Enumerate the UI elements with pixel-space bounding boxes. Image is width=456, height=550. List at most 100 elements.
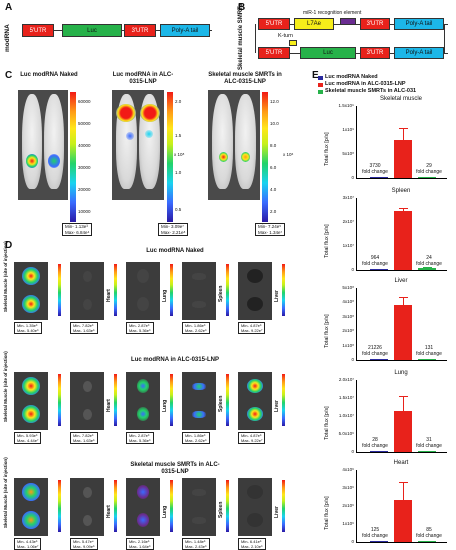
e-ytick-1-1: 2x10⁷ xyxy=(342,219,354,224)
smrt-side-label: Skeletal muscle SMRTs xyxy=(238,3,244,70)
c-title-2: Luc modRNA in ALC-0315-LNP xyxy=(112,72,174,85)
b2-polya-box: Poly-A tail xyxy=(394,47,444,59)
c3-minmax: Min- 7.24e⁵ Max- 1.34e⁷ xyxy=(255,223,286,236)
organ-image-2-0 xyxy=(14,478,48,536)
organ-label-1-3: Spleen xyxy=(218,395,224,412)
c-title-3: Skeletal muscle SMRTs in ALC-0315-LNP xyxy=(208,72,282,85)
e-errorcap-1-1 xyxy=(399,207,408,209)
organ-minmax-0-3: Min- 1.86e⁶ Max- 2.62e⁶ xyxy=(182,322,210,334)
organ-image-0-0 xyxy=(14,262,48,320)
organ-colorbar-0-4 xyxy=(282,264,285,316)
e-chart-title-2: Liver xyxy=(394,278,408,284)
organ-image-0-4 xyxy=(238,262,272,320)
c-title-1: Luc modRNA Naked xyxy=(20,72,78,78)
organ-minmax-1-0: Min- 5.93e⁶ Max- 4.44e⁷ xyxy=(14,432,42,444)
b2-luc-box: Luc xyxy=(300,47,356,59)
organ-image-2-3 xyxy=(182,478,216,536)
c1-minmax: Min- 1.13e³ Max- 6.84e⁴ xyxy=(62,223,93,236)
organ-image-1-0 xyxy=(14,372,48,430)
e-errorcap-4-1 xyxy=(399,481,408,483)
b2-utr5-box: 5'UTR xyxy=(258,47,290,59)
b2-utr3-box: 3'UTR xyxy=(360,47,390,59)
c1-tick-0: 60000 xyxy=(78,99,91,104)
organ-minmax-2-4: Min- 6.41e⁵ Max- 2.10e⁶ xyxy=(238,538,266,550)
e-bar-1-1 xyxy=(394,211,412,270)
c2-tick-1: 1.5 xyxy=(175,133,182,138)
organ-label-0-4: Liver xyxy=(274,290,280,302)
organ-colorbar-2-3 xyxy=(226,480,229,532)
panel-label-a: A xyxy=(5,2,13,13)
e-errorbar-2-1 xyxy=(403,296,404,306)
e-foldchange-3-1: 31 fold change xyxy=(416,437,442,449)
e-bar-3-0 xyxy=(370,450,388,452)
b-polya-box: Poly-A tail xyxy=(394,18,444,30)
e-bar-1-2 xyxy=(418,267,436,270)
e-ytick-2-2: 3x10⁸ xyxy=(342,313,354,319)
e-errorcap-0-1 xyxy=(399,127,408,129)
c1-tick-3: 30000 xyxy=(78,165,91,170)
e-errorcap-2-1 xyxy=(399,296,408,298)
modrna-side-label: modRNA xyxy=(4,24,11,52)
d-group-title-0: Luc modRNA Naked xyxy=(146,248,204,254)
e-ytick-3-4: 0 xyxy=(351,449,354,454)
e-ytick-3-2: 1.0x10⁷ xyxy=(338,413,354,418)
colorbar-c2 xyxy=(167,92,173,222)
e-chart-axes-2 xyxy=(356,288,447,361)
organ-image-2-1 xyxy=(70,478,104,536)
organ-image-2-2 xyxy=(126,478,160,536)
d-group-title-2: Skeletal muscle SMRTs in ALC-0315-LNP xyxy=(130,462,220,475)
legend-smrt: Skeletal muscle SMRTs in ALC-031 xyxy=(325,88,417,94)
organ-minmax-2-1: Min- 5.47e⁴ Max- 9.09e⁵ xyxy=(70,538,98,550)
organ-minmax-0-4: Min- 4.87e⁶ Max- 9.22e⁷ xyxy=(238,322,266,334)
panel-label-c: C xyxy=(5,70,13,81)
mir-element-box xyxy=(340,18,356,25)
c2-minmax: Min- 3.09e⁷ Max- 2.21e⁸ xyxy=(158,223,189,236)
e-ytick-3-3: 5.0x10⁶ xyxy=(338,431,354,436)
e-ytick-4-3: 1x10⁶ xyxy=(342,521,354,526)
organ-label-0-3: Spleen xyxy=(218,285,224,302)
e-errorbar-3-1 xyxy=(403,396,404,411)
legend-swatch-smrt xyxy=(318,90,323,94)
utr5-box: 5'UTR xyxy=(22,24,54,37)
c3-tick-2: 8.0 xyxy=(270,143,277,148)
organ-colorbar-0-0 xyxy=(58,264,61,316)
e-chart-title-1: Spleen xyxy=(391,188,411,194)
c1-tick-4: 20000 xyxy=(78,187,91,192)
organ-minmax-2-3: Min- 1.48e⁵ Max- 2.43e⁶ xyxy=(182,538,210,550)
b-utr5-box: 5'UTR xyxy=(258,18,290,30)
e-foldchange-1-0: 964 fold change xyxy=(362,255,388,267)
panel-label-e: E xyxy=(312,70,319,81)
c3-tick-4: 4.0 xyxy=(270,187,277,192)
e-ytick-2-4: 1x10⁸ xyxy=(342,342,354,348)
organ-image-1-4 xyxy=(238,372,272,430)
organ-label-1-2: Lung xyxy=(162,399,168,412)
mouse-image-lnp xyxy=(112,90,164,200)
e-ylabel-1: Total flux [p/s] xyxy=(324,224,330,258)
e-chart-axes-1 xyxy=(356,198,447,271)
e-chart-axes-4 xyxy=(356,470,447,543)
c2-tick-2: 1.0 xyxy=(175,170,182,175)
e-chart-title-0: Skeletal muscle xyxy=(379,96,423,102)
organ-label-2-3: Spleen xyxy=(218,501,224,518)
organ-label-1-4: Liver xyxy=(274,400,280,412)
e-foldchange-0-0: 3730 fold change xyxy=(362,163,388,175)
legend-naked: Luc modRNA Naked xyxy=(325,74,378,80)
l7ae-box: L7Ae xyxy=(294,18,334,30)
e-ytick-1-3: 0 xyxy=(351,267,354,272)
e-foldchange-0-1: 29 fold change xyxy=(416,163,442,175)
c3-tick-0: 12.0 xyxy=(270,99,279,104)
e-bar-4-1 xyxy=(394,499,412,542)
b-utr3-box: 3'UTR xyxy=(360,18,390,30)
organ-colorbar-0-2 xyxy=(170,264,173,316)
colorbar-c1 xyxy=(70,92,76,222)
e-ytick-0-1: 1x10⁹ xyxy=(342,127,354,132)
organ-image-1-1 xyxy=(70,372,104,430)
c3-unit: x 10⁶ xyxy=(283,152,294,157)
organ-image-0-3 xyxy=(182,262,216,320)
mir-label: miR-1 recognition element xyxy=(303,10,362,16)
kturn-label: K-turn xyxy=(278,33,293,39)
e-bar-0-0 xyxy=(370,177,388,178)
e-chart-title-3: Lung xyxy=(394,370,408,376)
organ-colorbar-2-0 xyxy=(58,480,61,532)
organ-colorbar-1-3 xyxy=(226,374,229,426)
